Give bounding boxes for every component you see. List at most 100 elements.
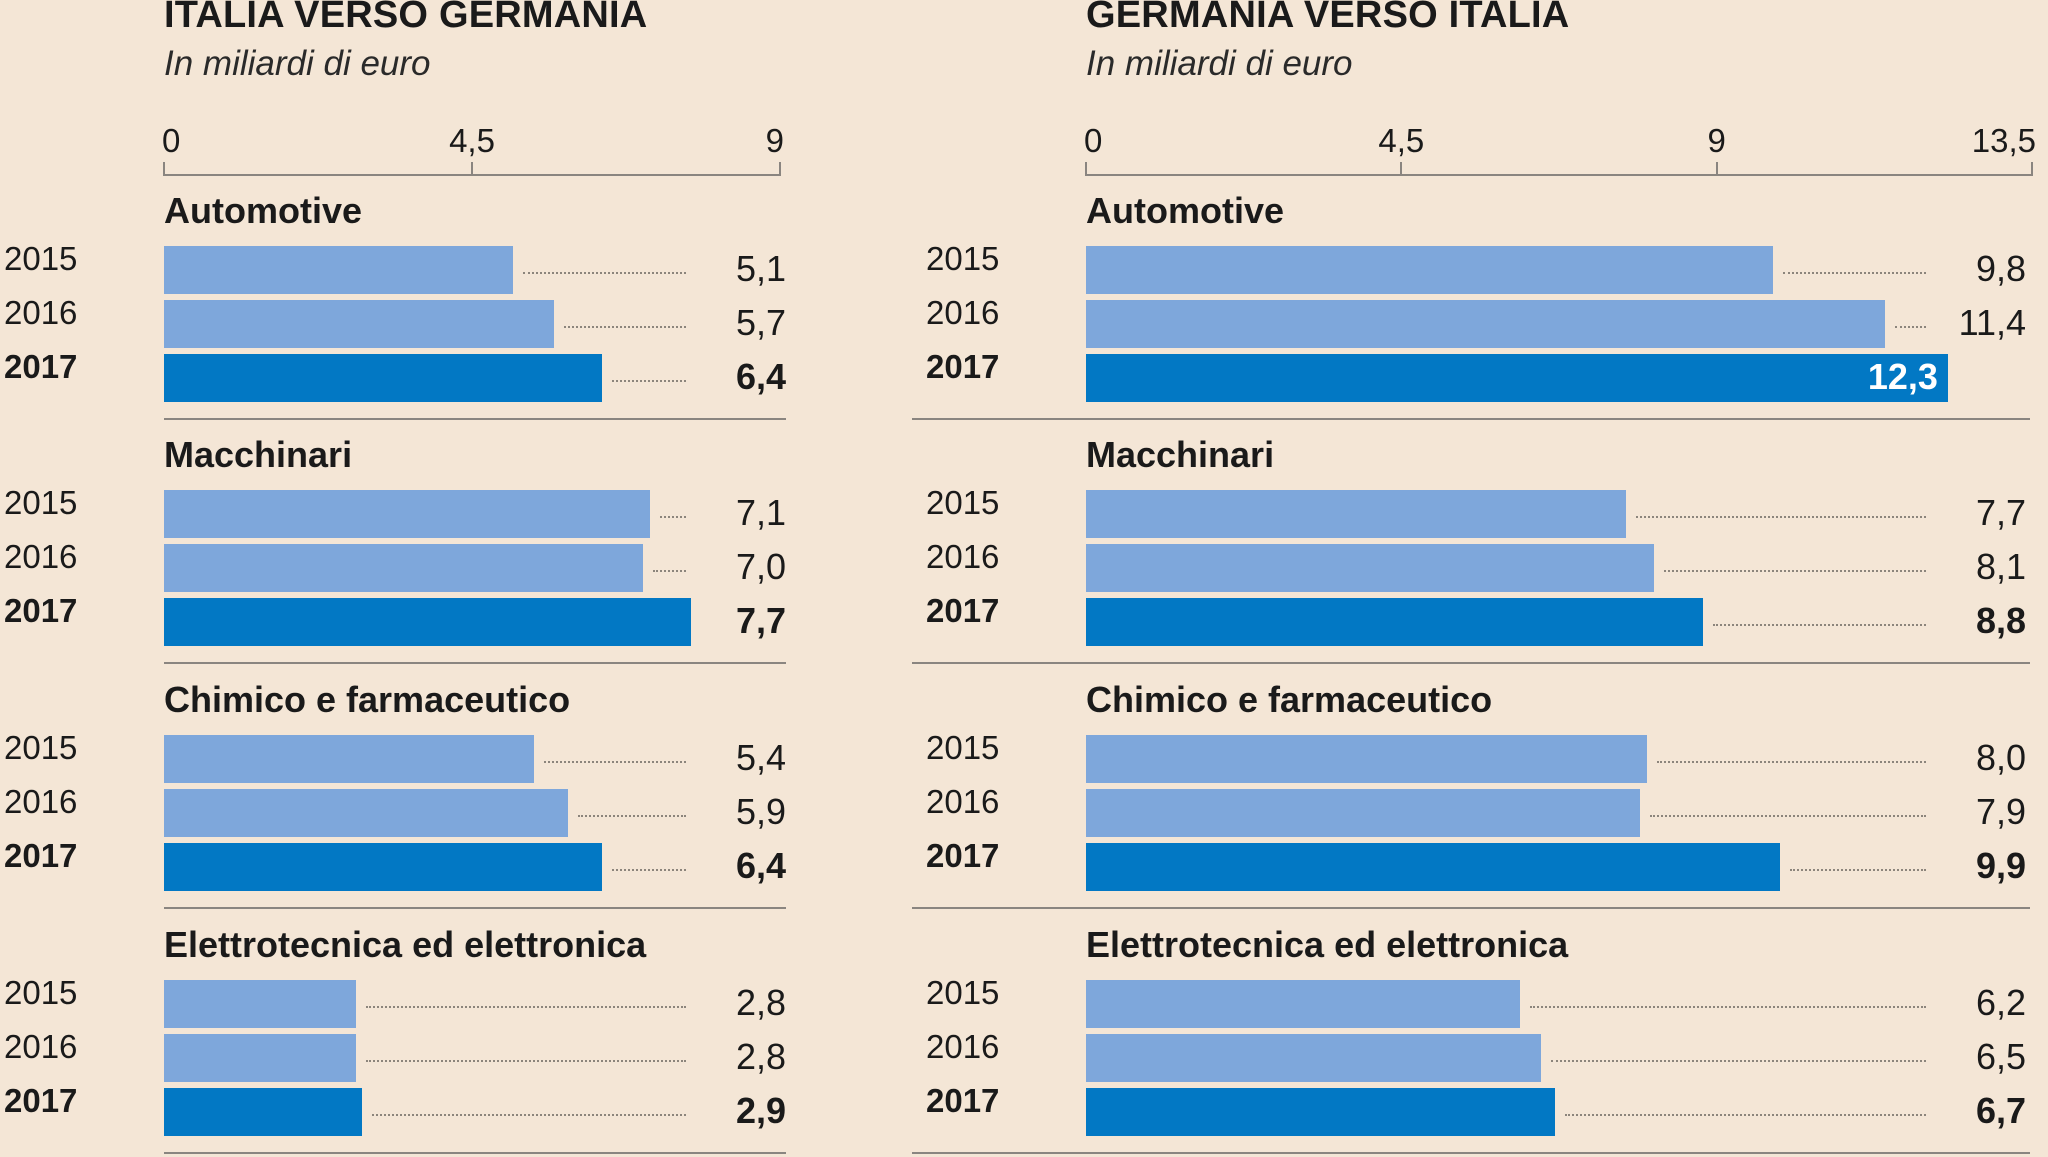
x-axis-tick (2031, 162, 2033, 176)
year-label: 2015 (926, 974, 1000, 1011)
x-tick-label: 4,5 (449, 122, 495, 159)
category-title: Macchinari (164, 434, 353, 475)
year-label: 2017 (4, 1082, 78, 1119)
data-label: 5,4 (735, 737, 786, 778)
leader-line (612, 380, 686, 382)
bar-2016 (164, 789, 568, 837)
leader-line (612, 869, 686, 871)
leader-line (365, 1060, 686, 1062)
bar-2017 (164, 354, 603, 402)
data-label: 6,4 (735, 845, 786, 886)
bar-2015 (1086, 246, 1773, 294)
bar-2015 (1086, 490, 1626, 538)
leader-line (1565, 1114, 1926, 1116)
year-label: 2016 (926, 1028, 1000, 1065)
chart-subtitle: In miliardi di euro (164, 44, 431, 83)
year-label: 2016 (4, 783, 78, 820)
year-label: 2016 (926, 538, 1000, 575)
x-axis-tick (779, 162, 781, 176)
year-label: 2017 (926, 348, 1000, 385)
data-label: 2,8 (735, 1036, 786, 1077)
category-title: Macchinari (1086, 434, 1275, 475)
leader-line (653, 570, 686, 572)
data-label: 2,8 (735, 982, 786, 1023)
category-title: Elettrotecnica ed elettronica (1086, 924, 1569, 965)
leader-line (1656, 761, 1926, 763)
chart-title: GERMANIA VERSO ITALIA (1086, 0, 1570, 36)
x-tick-label: 13,5 (1971, 122, 2036, 159)
year-label: 2017 (4, 592, 78, 629)
bar-2015 (164, 246, 514, 294)
year-label: 2017 (4, 348, 78, 385)
bar-2016 (1086, 300, 1885, 348)
chart-subtitle: In miliardi di euro (1086, 44, 1353, 83)
bar-2015 (164, 490, 650, 538)
leader-line (523, 272, 686, 274)
year-label: 2015 (4, 240, 78, 277)
data-label: 6,7 (1975, 1090, 2026, 1131)
year-label: 2017 (4, 837, 78, 874)
data-label: 6,4 (735, 356, 786, 397)
x-axis-tick (1085, 162, 1087, 176)
category-title: Automotive (1086, 190, 1284, 231)
year-label: 2016 (4, 1028, 78, 1065)
leader-line (1649, 815, 1926, 817)
group-separator (912, 907, 2030, 909)
data-label: 7,7 (735, 600, 786, 641)
year-label: 2015 (4, 729, 78, 766)
data-label: 7,9 (1975, 791, 2026, 832)
bar-2015 (164, 735, 534, 783)
group-separator (912, 662, 2030, 664)
leader-line (1782, 272, 1926, 274)
x-axis-tick (1715, 162, 1718, 176)
year-label: 2017 (926, 837, 1000, 874)
leader-line (372, 1114, 686, 1116)
group-separator (164, 907, 786, 909)
data-label: 5,9 (735, 791, 786, 832)
leader-line (1894, 326, 1926, 328)
bar-2015 (164, 980, 356, 1028)
data-label: 11,4 (1958, 302, 2026, 343)
data-label: 2,9 (735, 1090, 786, 1131)
group-separator (164, 662, 786, 664)
x-axis-tick (163, 162, 165, 176)
bar-2017 (164, 1088, 363, 1136)
x-axis-tick (1400, 162, 1403, 176)
bar-2017 (1086, 843, 1780, 891)
year-label: 2016 (926, 783, 1000, 820)
leader-line (1789, 869, 1926, 871)
data-label: 5,7 (735, 302, 786, 343)
category-title: Automotive (164, 190, 362, 231)
data-label: 8,1 (1975, 546, 2026, 587)
x-tick-label: 9 (1707, 122, 1726, 159)
data-label: 5,1 (735, 248, 786, 289)
data-label: 6,2 (1975, 982, 2026, 1023)
x-tick-label: 0 (162, 122, 181, 159)
leader-line (1712, 624, 1926, 626)
data-label: 7,1 (735, 492, 786, 533)
year-label: 2015 (926, 484, 1000, 521)
x-tick-label: 4,5 (1378, 122, 1425, 159)
chart-panel: ITALIA VERSO GERMANIA In miliardi di euro… (0, 0, 900, 1157)
group-separator (912, 1152, 2030, 1154)
year-label: 2017 (926, 1082, 1000, 1119)
year-label: 2016 (4, 538, 78, 575)
year-label: 2015 (926, 240, 1000, 277)
year-label: 2015 (4, 484, 78, 521)
year-label: 2017 (926, 592, 1000, 629)
data-label: 8,0 (1975, 737, 2026, 778)
leader-line (564, 326, 686, 328)
chart-title: ITALIA VERSO GERMANIA (164, 0, 648, 36)
x-axis-line (1086, 174, 2032, 176)
category-title: Chimico e farmaceutico (164, 679, 571, 720)
leader-line (543, 761, 686, 763)
chart-panel: GERMANIA VERSO ITALIA In miliardi di euro… (912, 0, 2048, 1157)
leader-line (1530, 1006, 1926, 1008)
leader-line (577, 815, 686, 817)
bar-2016 (164, 300, 555, 348)
group-separator (164, 1152, 786, 1154)
x-axis-tick (471, 162, 473, 176)
bar-2015 (1086, 980, 1521, 1028)
x-tick-label: 9 (765, 122, 784, 159)
category-title: Elettrotecnica ed elettronica (164, 924, 647, 965)
